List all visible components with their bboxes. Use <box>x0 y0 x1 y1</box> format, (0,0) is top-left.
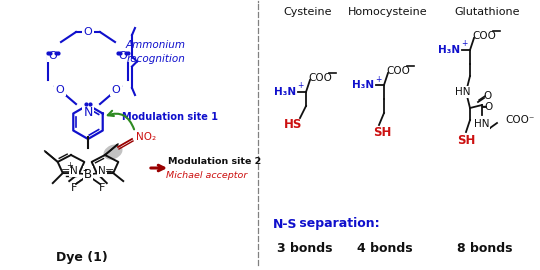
Text: Modulation site 2: Modulation site 2 <box>168 157 261 167</box>
Text: N: N <box>70 166 78 176</box>
Text: Dye (1): Dye (1) <box>56 251 108 265</box>
Text: NO₂: NO₂ <box>136 132 156 142</box>
Text: O: O <box>112 85 120 95</box>
Text: -: - <box>83 164 87 177</box>
Text: 8 bonds: 8 bonds <box>457 241 513 255</box>
Text: O: O <box>119 51 127 61</box>
Text: Homocysteine: Homocysteine <box>348 7 428 17</box>
Text: COO⁻: COO⁻ <box>505 115 535 125</box>
Text: O: O <box>56 85 64 95</box>
Text: B: B <box>84 167 92 181</box>
Text: =: = <box>62 166 71 176</box>
Text: Michael acceptor: Michael acceptor <box>166 171 248 181</box>
Text: separation:: separation: <box>295 218 380 231</box>
Text: F: F <box>99 183 105 193</box>
Text: H₃N: H₃N <box>274 87 296 97</box>
Text: O: O <box>84 27 92 37</box>
Text: 4 bonds: 4 bonds <box>357 241 413 255</box>
Text: +: + <box>461 39 468 49</box>
Text: O: O <box>484 91 492 101</box>
Text: Cysteine: Cysteine <box>284 7 332 17</box>
Text: H₃N: H₃N <box>352 80 374 90</box>
Text: =: = <box>105 166 114 176</box>
Text: +: + <box>375 75 381 83</box>
Text: Modulation site 1: Modulation site 1 <box>122 112 218 122</box>
Text: +: + <box>297 82 303 90</box>
Text: COO: COO <box>308 73 332 83</box>
Text: SH: SH <box>457 133 475 147</box>
Text: Ammonium
recognition: Ammonium recognition <box>126 40 186 64</box>
Text: SH: SH <box>373 127 391 140</box>
Text: N: N <box>98 166 106 176</box>
Text: O: O <box>484 102 492 112</box>
Text: HN: HN <box>455 87 471 97</box>
Text: HN: HN <box>474 119 489 129</box>
Text: +: + <box>66 161 73 170</box>
Text: COO: COO <box>386 66 410 76</box>
Text: 3 bonds: 3 bonds <box>277 241 333 255</box>
Text: N-S: N-S <box>273 218 298 231</box>
Text: O: O <box>49 51 57 61</box>
Text: HS: HS <box>284 119 302 131</box>
Text: H₃N: H₃N <box>438 45 460 55</box>
Ellipse shape <box>104 144 123 160</box>
Text: N: N <box>83 106 93 119</box>
Text: F: F <box>71 183 77 193</box>
Text: Glutathione: Glutathione <box>454 7 519 17</box>
Text: COO: COO <box>472 31 496 41</box>
